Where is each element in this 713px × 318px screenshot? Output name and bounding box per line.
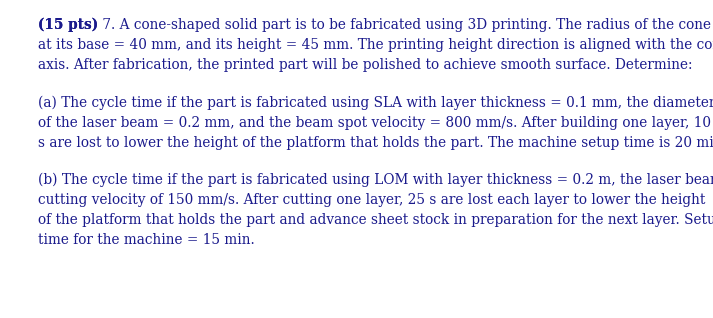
Text: s are lost to lower the height of the platform that holds the part. The machine : s are lost to lower the height of the pl… xyxy=(38,136,713,150)
Text: (b) The cycle time if the part is fabricated using LOM with layer thickness = 0.: (b) The cycle time if the part is fabric… xyxy=(38,173,713,187)
Text: cutting velocity of 150 mm/s. After cutting one layer, 25 s are lost each layer : cutting velocity of 150 mm/s. After cutt… xyxy=(38,193,705,207)
Text: (a) The cycle time if the part is fabricated using SLA with layer thickness = 0.: (a) The cycle time if the part is fabric… xyxy=(38,95,713,110)
Text: of the platform that holds the part and advance sheet stock in preparation for t: of the platform that holds the part and … xyxy=(38,213,713,227)
Text: axis. After fabrication, the printed part will be polished to achieve smooth sur: axis. After fabrication, the printed par… xyxy=(38,58,692,72)
Text: (15 pts): (15 pts) xyxy=(38,18,98,32)
Text: 7. A cone-shaped solid part is to be fabricated using 3D printing. The radius of: 7. A cone-shaped solid part is to be fab… xyxy=(98,18,711,32)
Text: time for the machine = 15 min.: time for the machine = 15 min. xyxy=(38,233,255,247)
Text: at its base = 40 mm, and its height = 45 mm. The printing height direction is al: at its base = 40 mm, and its height = 45… xyxy=(38,38,713,52)
Text: (15 pts): (15 pts) xyxy=(38,18,98,32)
Text: of the laser beam = 0.2 mm, and the beam spot velocity = 800 mm/s. After buildin: of the laser beam = 0.2 mm, and the beam… xyxy=(38,116,711,130)
